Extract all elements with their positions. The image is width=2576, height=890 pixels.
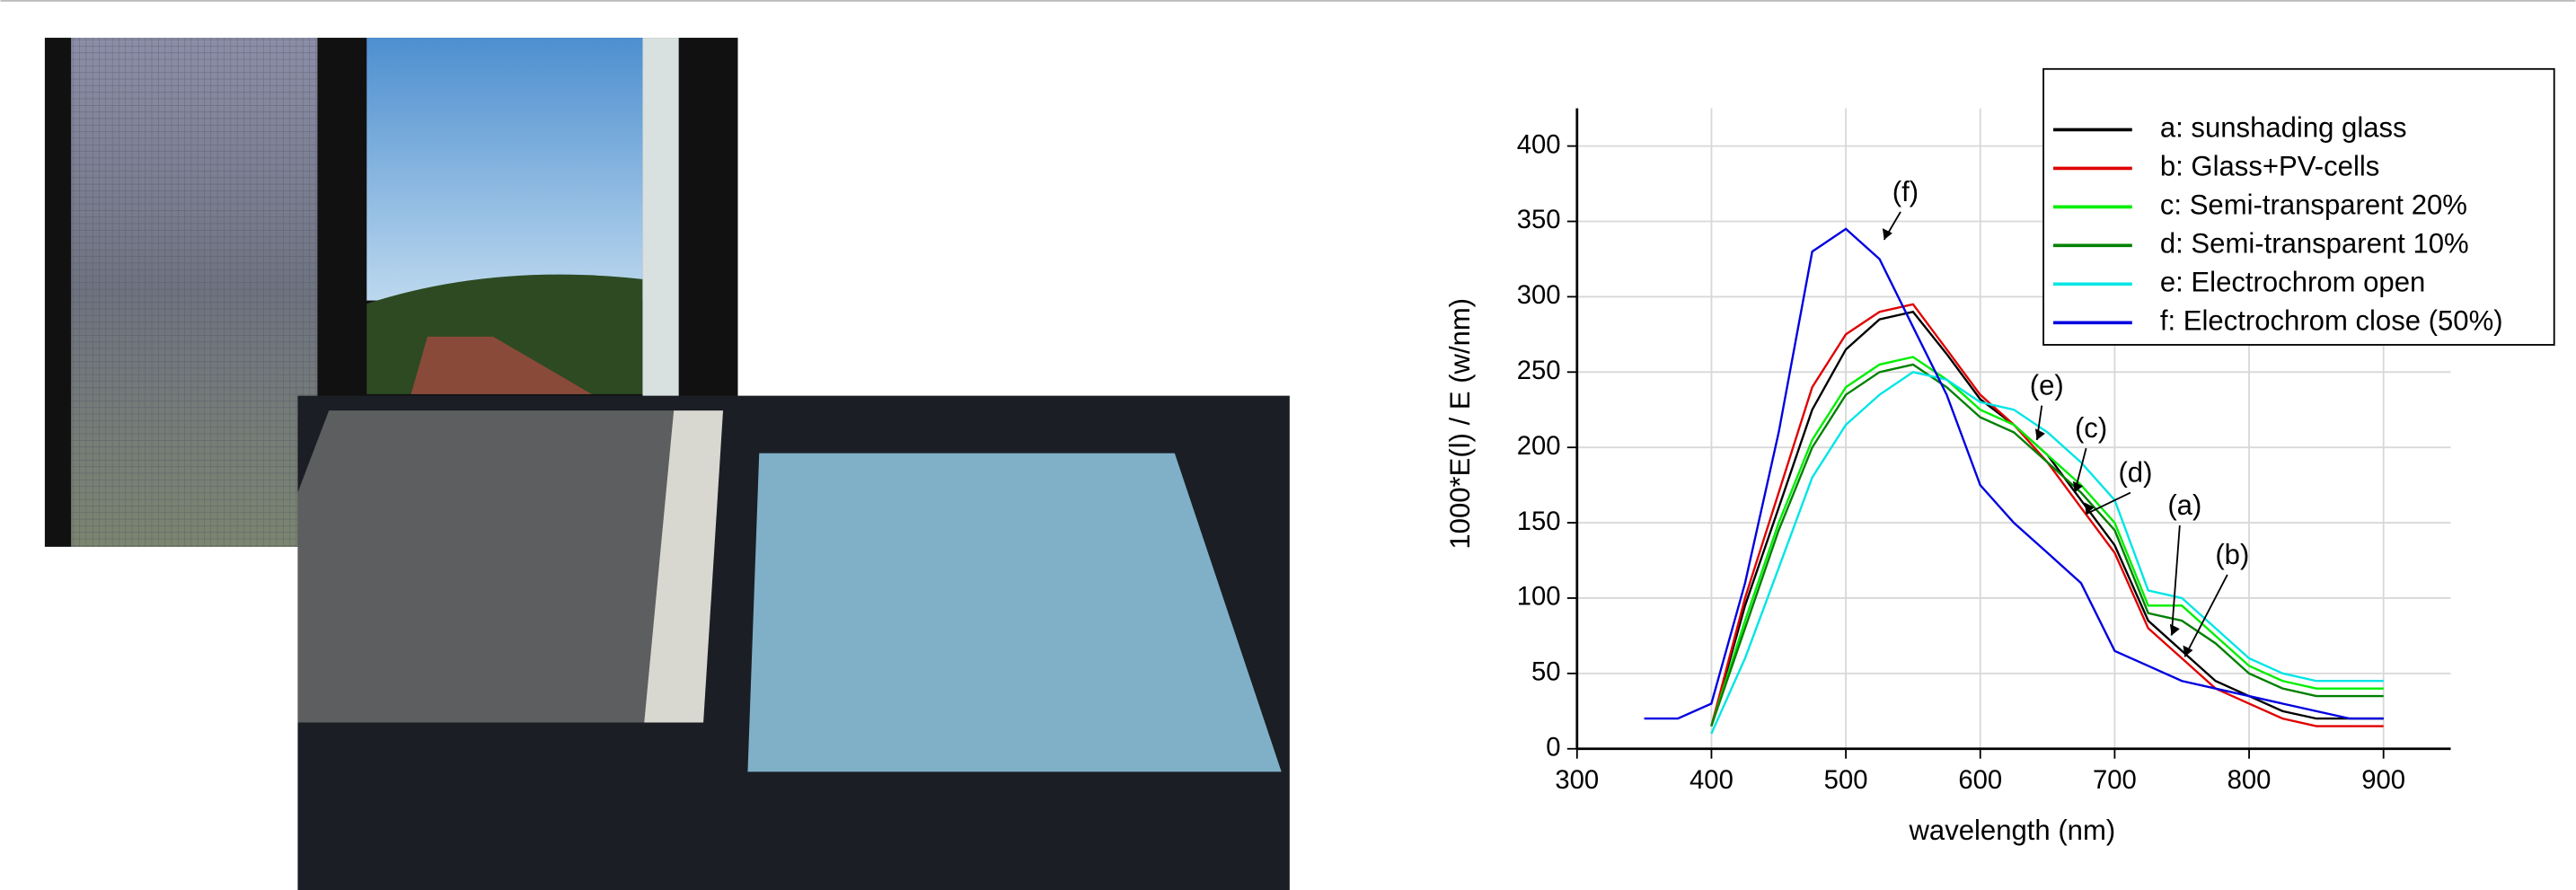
- series-line: [1710, 363, 2384, 727]
- floor-photo: [297, 395, 1290, 890]
- y-tick-label: 100: [1517, 583, 1561, 612]
- y-tick-label: 150: [1517, 507, 1561, 536]
- top-border: [0, 0, 2576, 2]
- legend-label: a: sunshading glass: [2160, 112, 2407, 144]
- y-tick-label: 300: [1517, 281, 1561, 310]
- plot: 300 400 500 600 700 800 900 0 50 100 150 200 250 300 3…: [1517, 67, 2555, 795]
- arrow-head: [2034, 428, 2045, 441]
- series-line: [1710, 356, 2384, 727]
- x-axis-label: wavelength (nm): [1908, 815, 2115, 846]
- annotation: (f): [1892, 176, 1919, 207]
- sunlight-patch: [747, 453, 1282, 772]
- legend-label: e: Electrochrom open: [2160, 267, 2425, 298]
- x-tick-label: 800: [2228, 766, 2272, 795]
- arrow-head: [2169, 623, 2180, 636]
- screen-mesh: [71, 38, 318, 547]
- annotation-arrow: [2086, 491, 2131, 515]
- series-line: [1710, 303, 2384, 727]
- arrow-head: [2183, 645, 2193, 657]
- y-tick-label: 50: [1531, 658, 1561, 687]
- legend-label: b: Glass+PV-cells: [2160, 151, 2379, 182]
- x-tick-label: 300: [1555, 766, 1599, 795]
- y-tick-label: 250: [1517, 357, 1561, 385]
- legend-label: c: Semi-transparent 20%: [2160, 189, 2467, 221]
- annotation: (b): [2215, 539, 2249, 570]
- x-tick-label: 500: [1824, 766, 1868, 795]
- roof: [410, 336, 592, 394]
- arrow-head: [1882, 228, 1892, 240]
- annotation: (e): [2030, 370, 2064, 401]
- shadow-patch: [297, 410, 675, 723]
- y-axis-label: 1000*E(l) / E (w/nm): [1444, 298, 1476, 550]
- y-tick-label: 400: [1517, 130, 1561, 159]
- x-tick-label: 600: [1958, 766, 2002, 795]
- legend-label: f: Electrochrom close (50%): [2160, 304, 2503, 336]
- arrow-head: [2084, 502, 2095, 515]
- annotation-arrow: [2170, 525, 2181, 636]
- series-line: [1710, 371, 2384, 735]
- annotation: (d): [2118, 457, 2152, 489]
- annotation-arrow: [2183, 574, 2228, 657]
- light-strip: [644, 410, 724, 723]
- series-line: [1644, 227, 2384, 720]
- x-tick-label: 900: [2361, 766, 2405, 795]
- window-photo: [44, 38, 738, 547]
- x-tick-label: 400: [1689, 766, 1734, 795]
- legend-label: d: Semi-transparent 10%: [2160, 228, 2469, 260]
- arrow-head: [2072, 480, 2083, 493]
- sky: [366, 38, 643, 301]
- y-tick-label: 350: [1517, 206, 1561, 234]
- annotation: (a): [2167, 489, 2201, 521]
- x-tick-label: 700: [2093, 766, 2137, 795]
- y-tick-label: 200: [1517, 432, 1561, 461]
- y-tick-label: 0: [1546, 733, 1560, 762]
- annotation: (c): [2075, 412, 2107, 444]
